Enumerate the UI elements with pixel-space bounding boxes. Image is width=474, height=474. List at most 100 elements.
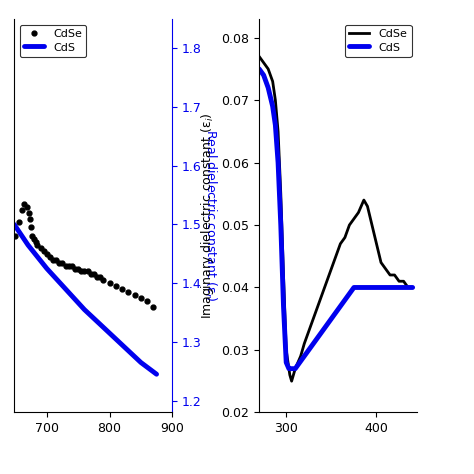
CdSe <box>31 237 36 242</box>
CdS <box>265 85 271 91</box>
CdSe <box>24 204 29 210</box>
CdS <box>378 285 384 291</box>
CdSe <box>369 222 375 228</box>
CdS <box>401 285 406 291</box>
CdS <box>100 324 106 330</box>
Y-axis label: Imaginary dielectric constant (ε$_i$): Imaginary dielectric constant (ε$_i$) <box>199 112 216 319</box>
CdS <box>365 285 370 291</box>
CdSe <box>298 353 303 359</box>
CdS <box>63 286 68 292</box>
CdSe <box>144 298 150 304</box>
CdSe <box>75 265 81 271</box>
CdS <box>286 366 292 372</box>
CdS <box>356 285 361 291</box>
CdS <box>346 291 352 297</box>
CdSe <box>392 272 397 278</box>
CdS <box>360 285 366 291</box>
CdS <box>25 242 31 248</box>
CdSe <box>256 54 262 59</box>
CdSe <box>261 60 266 65</box>
CdS <box>297 360 302 365</box>
CdSe <box>54 257 59 263</box>
CdSe <box>66 263 72 268</box>
CdSe <box>33 239 38 245</box>
CdS <box>11 222 17 228</box>
CdSe <box>151 304 156 310</box>
CdSe <box>365 203 370 209</box>
CdS <box>270 103 275 109</box>
CdSe <box>47 254 53 260</box>
CdSe <box>138 295 144 301</box>
CdSe <box>94 274 100 280</box>
CdSe <box>85 269 91 274</box>
CdS <box>333 310 339 315</box>
CdSe <box>289 378 294 384</box>
CdS <box>374 285 379 291</box>
CdS <box>392 285 397 291</box>
CdSe <box>19 207 25 213</box>
CdSe <box>113 283 118 289</box>
CdSe <box>275 128 281 134</box>
CdSe <box>270 79 275 84</box>
CdS <box>310 341 316 346</box>
CdS <box>154 371 159 377</box>
Line: CdSe: CdSe <box>259 56 412 381</box>
CdSe <box>97 274 103 280</box>
CdS <box>315 335 320 340</box>
CdS <box>337 303 343 309</box>
CdS <box>256 66 262 72</box>
CdS <box>387 285 393 291</box>
CdSe <box>56 260 62 265</box>
CdSe <box>387 272 393 278</box>
CdS <box>278 222 283 228</box>
CdSe <box>107 280 112 286</box>
Line: CdS: CdS <box>259 69 412 369</box>
CdSe <box>281 272 286 278</box>
CdS <box>301 353 307 359</box>
CdS <box>319 328 325 334</box>
CdSe <box>310 316 316 321</box>
CdS <box>328 316 334 321</box>
CdS <box>273 122 278 128</box>
CdSe <box>291 372 296 378</box>
CdS <box>396 285 402 291</box>
CdSe <box>69 263 75 268</box>
CdSe <box>265 66 271 72</box>
CdS <box>281 303 286 309</box>
CdS <box>44 265 50 271</box>
CdSe <box>410 285 415 291</box>
CdSe <box>38 245 44 251</box>
CdSe <box>319 291 325 297</box>
CdSe <box>21 201 27 207</box>
CdSe <box>100 277 106 283</box>
CdSe <box>333 254 339 259</box>
CdSe <box>82 269 87 274</box>
CdSe <box>35 242 40 248</box>
CdSe <box>79 269 84 274</box>
CdSe <box>328 266 334 272</box>
CdSe <box>351 216 357 222</box>
CdSe <box>132 292 137 298</box>
CdSe <box>383 266 388 272</box>
CdS <box>324 322 330 328</box>
CdS <box>138 360 144 365</box>
CdSe <box>17 219 22 224</box>
CdSe <box>342 235 348 240</box>
CdSe <box>26 210 31 216</box>
CdS <box>289 366 294 372</box>
CdSe <box>50 257 56 263</box>
CdSe <box>126 289 131 295</box>
CdS <box>383 285 388 291</box>
CdSe <box>396 278 402 284</box>
CdS <box>405 285 411 291</box>
CdS <box>82 307 87 312</box>
Line: CdSe: CdSe <box>13 201 156 309</box>
CdSe <box>60 260 65 265</box>
CdS <box>283 360 289 365</box>
CdSe <box>63 263 68 268</box>
CdSe <box>72 265 78 271</box>
CdS <box>292 366 298 372</box>
CdSe <box>374 241 379 246</box>
CdSe <box>306 328 311 334</box>
CdSe <box>337 241 343 246</box>
